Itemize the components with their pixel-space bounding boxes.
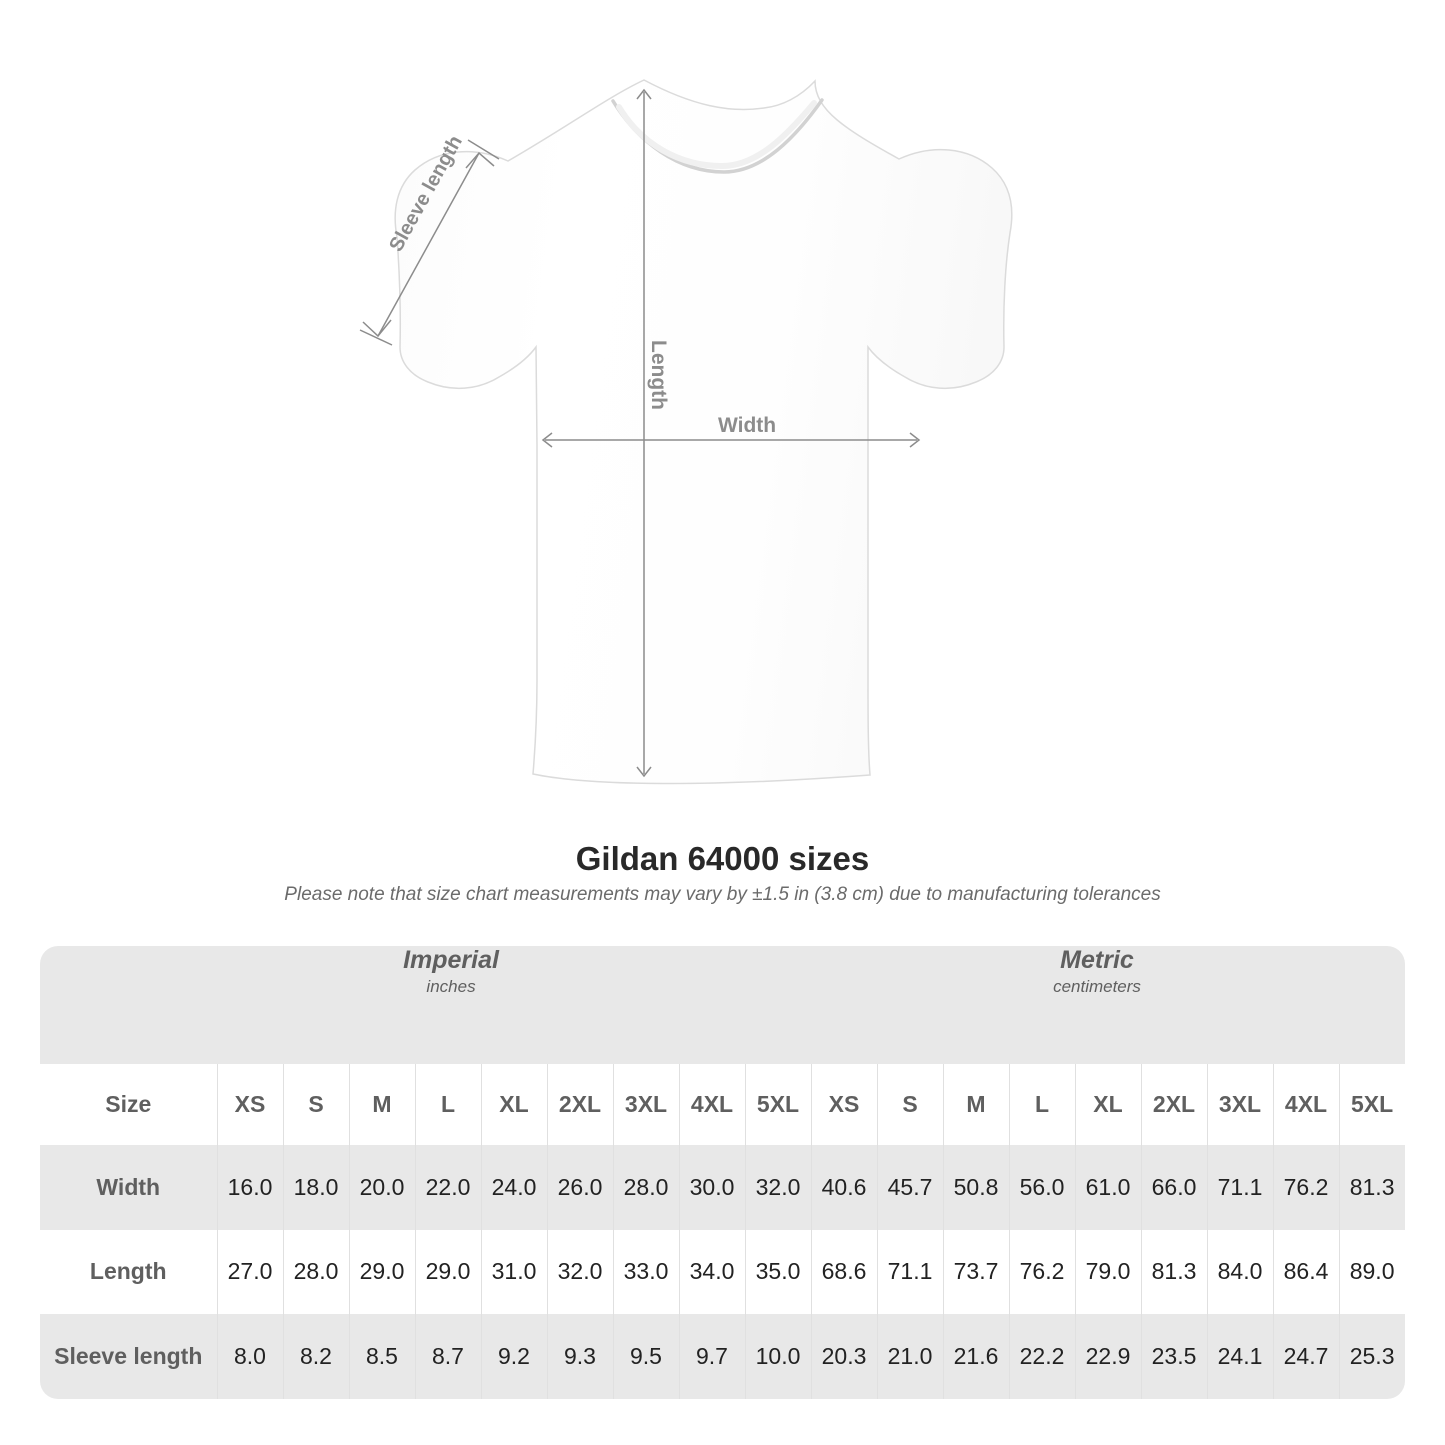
svg-text:Length: Length bbox=[647, 340, 670, 410]
svg-text:Width: Width bbox=[718, 414, 776, 437]
